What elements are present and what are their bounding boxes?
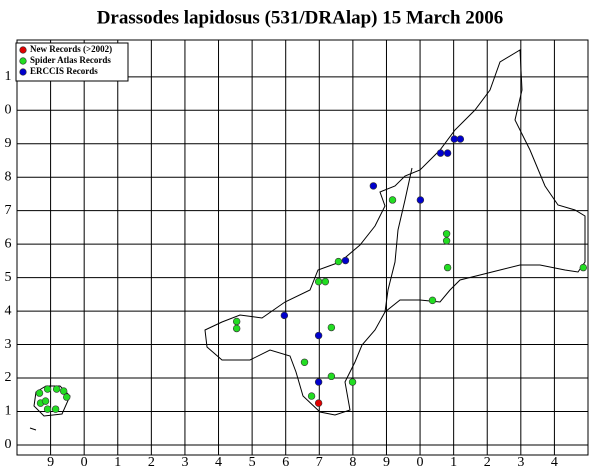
record-point [59, 387, 68, 395]
record-point [442, 230, 451, 238]
record-point [314, 378, 323, 386]
record-point [321, 277, 330, 286]
legend-label: ERCCIS Records [30, 66, 98, 76]
record-point [369, 182, 378, 190]
x-tick-label: 1 [114, 455, 121, 470]
record-point [314, 277, 323, 286]
record-point [416, 196, 425, 204]
y-tick-label: 3 [5, 337, 12, 352]
x-tick-label: 4 [215, 455, 222, 470]
record-point [307, 392, 316, 400]
record-point [232, 324, 241, 333]
y-tick-label: 4 [5, 303, 12, 318]
x-tick-label: 9 [47, 455, 54, 470]
record-point [327, 372, 336, 381]
y-tick-label: 0 [5, 437, 12, 452]
y-tick-label: 8 [5, 169, 12, 184]
record-point [232, 317, 241, 326]
x-tick-label: 8 [349, 455, 356, 470]
x-tick-label: 9 [383, 455, 390, 470]
record-point [388, 196, 397, 204]
record-point [41, 397, 50, 405]
points [35, 135, 587, 413]
record-point [35, 389, 44, 397]
record-point [43, 385, 52, 393]
record-point [314, 331, 323, 340]
record-point [443, 263, 452, 272]
y-tick-label: 9 [5, 136, 12, 151]
x-tick-label: 2 [148, 455, 155, 470]
record-point [442, 237, 451, 245]
x-tick-label: 0 [417, 455, 424, 470]
legend: New Records (>2002)Spider Atlas RecordsE… [15, 42, 129, 82]
x-tick-label: 0 [81, 455, 88, 470]
x-tick-label: 1 [450, 455, 457, 470]
record-point [579, 263, 587, 272]
legend-label: Spider Atlas Records [30, 55, 111, 65]
x-tick-label: 4 [551, 455, 558, 470]
legend-label: New Records (>2002) [30, 44, 112, 54]
x-tick-label: 7 [316, 455, 323, 470]
record-point [300, 358, 309, 366]
y-tick-label: 7 [5, 203, 12, 218]
record-point [314, 399, 323, 407]
x-tick-label: 3 [181, 455, 188, 470]
record-point [52, 385, 61, 393]
record-point [428, 296, 437, 305]
y-tick-label: 2 [5, 370, 12, 385]
x-tick-label: 3 [517, 455, 524, 470]
legend-swatch [19, 68, 27, 76]
y-tick-label: 1 [5, 69, 12, 84]
coastline [204, 49, 586, 416]
y-tick-label: 1 [5, 404, 12, 419]
x-tick-label: 5 [249, 455, 256, 470]
plot-frame [16, 39, 589, 456]
record-point [348, 378, 357, 386]
record-point [327, 323, 336, 332]
map-title: Drassodes lapidosus (531/DRAlap) 15 Marc… [97, 7, 504, 28]
record-point [436, 149, 445, 157]
record-point [43, 405, 52, 413]
record-point [280, 311, 289, 320]
record-point [456, 135, 465, 143]
y-tick-label: 0 [5, 103, 12, 118]
y-tick-label: 6 [5, 236, 12, 251]
legend-box [15, 42, 129, 82]
record-point [443, 149, 452, 157]
x-tick-label: 6 [282, 455, 289, 470]
legend-swatch [19, 57, 27, 65]
record-point [63, 393, 71, 401]
record-point [341, 256, 350, 265]
y-tick-label: 5 [5, 270, 12, 285]
county-boundary [384, 167, 413, 313]
record-point [51, 405, 60, 413]
legend-swatch [19, 46, 27, 54]
record-point [334, 257, 343, 266]
x-tick-label: 2 [484, 455, 491, 470]
